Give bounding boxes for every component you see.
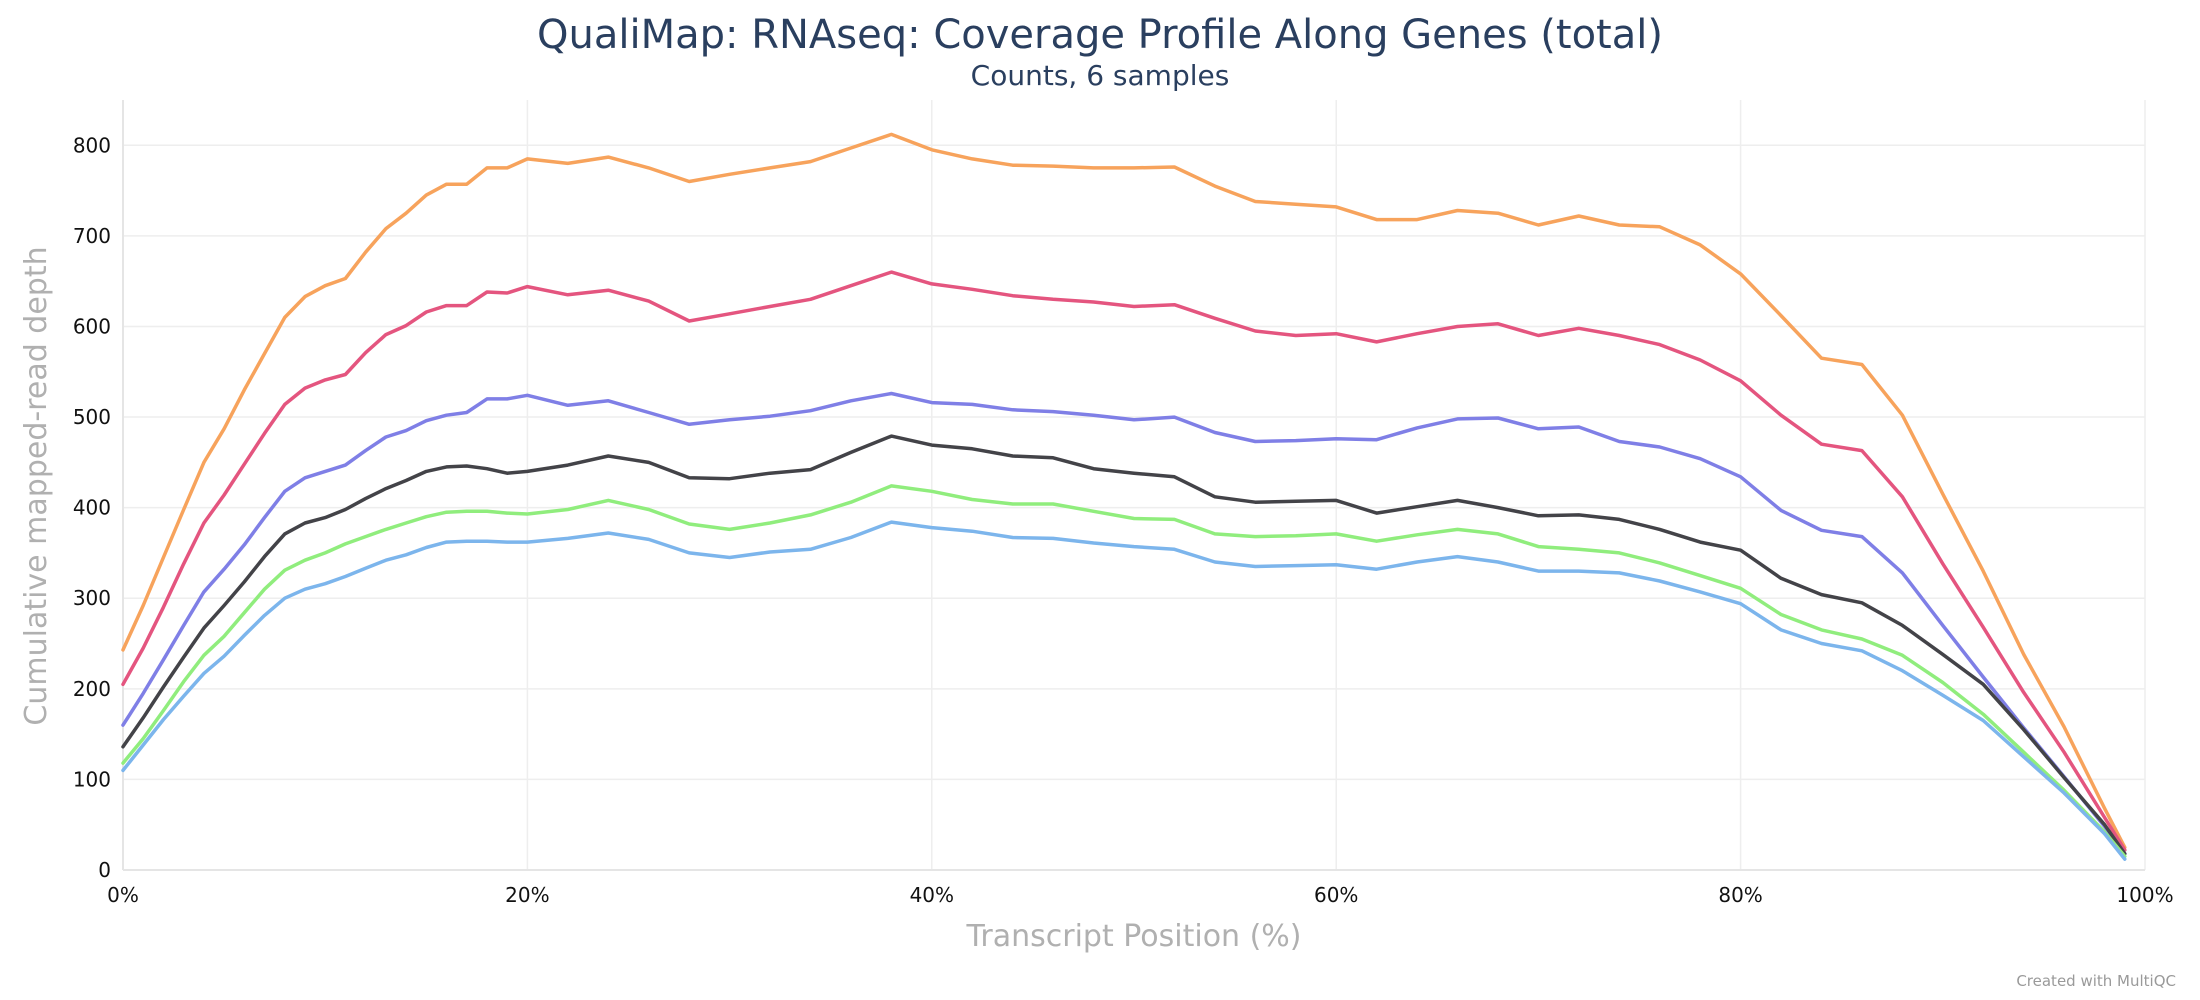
y-tick-label: 0 <box>98 858 111 882</box>
y-tick-label: 200 <box>73 677 111 701</box>
chart-subtitle: Counts, 6 samples <box>971 59 1230 92</box>
x-tick-label: 60% <box>1314 883 1358 907</box>
series-lines <box>121 132 2127 861</box>
x-tick-label: 40% <box>910 883 954 907</box>
y-tick-label: 500 <box>73 405 111 429</box>
gridlines <box>123 100 2146 870</box>
y-tick-label: 600 <box>73 314 111 338</box>
y-tick-label: 700 <box>73 224 111 248</box>
series-line-6[interactable] <box>121 520 2127 861</box>
y-tick-label: 100 <box>73 767 111 791</box>
y-tick-label: 800 <box>73 133 111 157</box>
x-tick-label: 80% <box>1718 883 1762 907</box>
series-line-3[interactable] <box>121 391 2127 856</box>
series-line-4[interactable] <box>121 434 2127 856</box>
y-tick-label: 400 <box>73 496 111 520</box>
x-tick-label: 0% <box>107 883 139 907</box>
series-line-5[interactable] <box>121 484 2127 859</box>
chart-title: QualiMap: RNAseq: Coverage Profile Along… <box>537 12 1663 58</box>
x-tick-label: 100% <box>2116 883 2173 907</box>
x-tick-label: 20% <box>505 883 549 907</box>
x-axis-title: Transcript Position (%) <box>965 919 1301 954</box>
y-axis-title: Cumulative mapped-read depth <box>19 246 54 725</box>
series-line-1[interactable] <box>121 132 2127 850</box>
credit-text: Created with MultiQC <box>2016 972 2176 990</box>
axes <box>122 100 2145 871</box>
y-tick-label: 300 <box>73 586 111 610</box>
series-line-2[interactable] <box>121 270 2127 852</box>
tick-labels: 0 100 200 300 400 500 600 700 800 0% 20% 40% 60% 80% 1… <box>73 133 2174 907</box>
